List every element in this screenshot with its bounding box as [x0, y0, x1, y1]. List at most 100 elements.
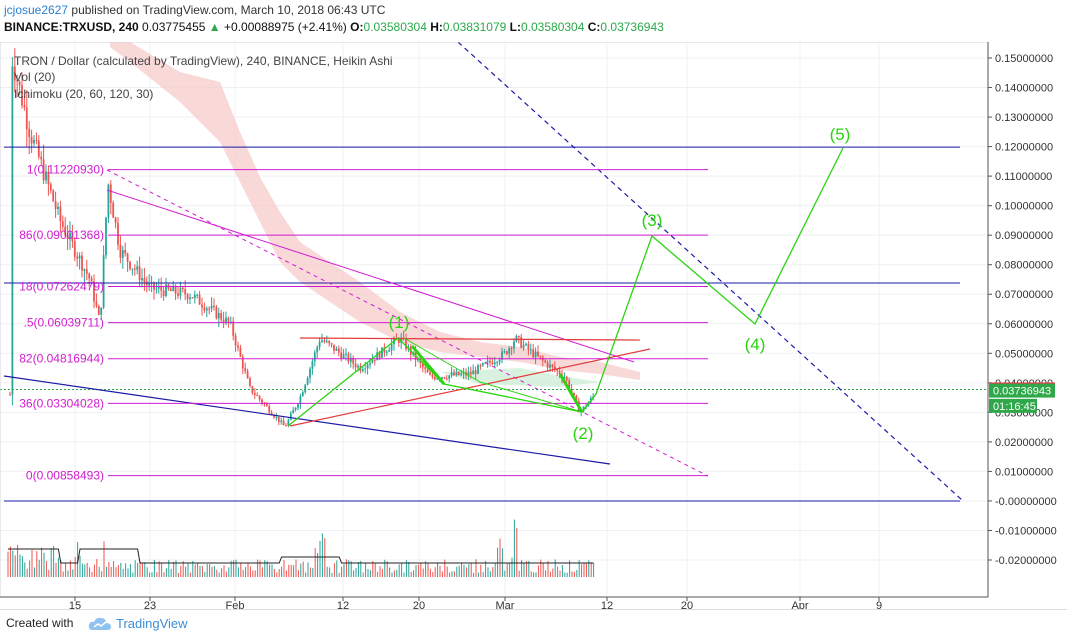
- candle-body: [282, 420, 285, 426]
- candle-body: [424, 367, 427, 369]
- candle-body: [385, 351, 388, 353]
- candle-body: [417, 359, 419, 361]
- candle-body: [112, 202, 115, 218]
- candle-body: [527, 343, 530, 350]
- cloud-logo-icon: [88, 617, 111, 630]
- candle-body: [85, 269, 88, 274]
- candle-body: [493, 362, 496, 365]
- candle-body: [357, 365, 359, 368]
- candle-body: [553, 366, 556, 370]
- candle-body: [277, 416, 280, 422]
- x-tick-label: 12: [601, 600, 613, 609]
- high-value: 0.03831079: [442, 20, 507, 34]
- candle-body: [491, 362, 494, 365]
- tradingview-brand: TradingView: [116, 616, 188, 632]
- candle-body: [225, 317, 227, 323]
- price-axis-badge-text: 0.03736943: [993, 386, 1051, 398]
- candle-body: [133, 268, 136, 270]
- candle-body: [23, 105, 26, 108]
- high-label: H:: [430, 20, 443, 34]
- y-tick-label: 0.11000000: [995, 171, 1052, 183]
- price-chart[interactable]: 1(0.11220930) 86(0.09001368) 18(0.07262479…: [0, 41, 1067, 612]
- candle-body: [285, 425, 287, 427]
- candle-body: [426, 368, 429, 373]
- lower-trendline-blue: [3, 375, 611, 465]
- volume-indicator-label: Vol (20): [14, 70, 55, 84]
- tradingview-logo[interactable]: TradingView: [88, 615, 188, 631]
- chart-svg[interactable]: 1(0.11220930) 86(0.09001368) 18(0.07262479…: [0, 41, 1067, 612]
- y-tick-label: 0.02000000: [995, 437, 1053, 449]
- candle-body: [325, 340, 328, 342]
- candle-body: [208, 308, 211, 310]
- candle-body: [498, 359, 501, 363]
- candle-body: [522, 344, 525, 348]
- candle-body: [234, 335, 237, 346]
- candle-body: [210, 305, 213, 309]
- candle-body: [136, 266, 139, 270]
- x-tick-label: 9: [876, 600, 882, 609]
- wave-channel: [403, 337, 583, 413]
- candle-body: [213, 305, 215, 307]
- candle-body: [575, 395, 578, 402]
- fib-level-label: 0(0.00858493): [26, 469, 104, 483]
- open-value: 0.03580304: [363, 20, 427, 34]
- y-tick-label: 0.06000000: [995, 319, 1053, 331]
- up-arrow-icon: ▲: [208, 20, 221, 34]
- candle-body: [157, 286, 160, 289]
- candle-body: [381, 347, 383, 358]
- candle-body: [265, 404, 268, 407]
- candle-body: [369, 362, 371, 365]
- candle-body: [239, 347, 242, 357]
- candle-body: [90, 278, 93, 282]
- candle-body: [88, 273, 91, 279]
- author-link[interactable]: jcjosue2627: [4, 3, 69, 17]
- candle-body: [481, 363, 484, 366]
- candle-body: [297, 404, 299, 408]
- candle-body: [179, 287, 182, 296]
- candle-body: [172, 285, 175, 292]
- candle-body: [249, 378, 251, 387]
- candle-body: [558, 370, 561, 375]
- candle-body: [198, 294, 201, 305]
- candle-body: [222, 319, 225, 323]
- y-tick-label: -0.00000000: [995, 496, 1057, 508]
- candle-body: [376, 352, 379, 361]
- candle-body: [364, 368, 367, 370]
- candle-body: [460, 373, 463, 375]
- candle-body: [477, 365, 479, 374]
- candle-body: [66, 234, 69, 240]
- candle-body: [160, 286, 163, 291]
- candle-body: [534, 351, 537, 358]
- dashed-trendline-blue: [457, 41, 963, 501]
- candle-body: [131, 268, 134, 270]
- y-tick-label: 0.10000000: [995, 201, 1053, 213]
- candle-body: [323, 340, 326, 342]
- candle-body: [162, 290, 165, 297]
- candle-body: [97, 305, 100, 315]
- candle-body: [100, 307, 103, 315]
- upper-trendline-magenta: [106, 189, 635, 363]
- candle-body: [174, 285, 177, 294]
- candle-body: [105, 217, 107, 256]
- candle-body: [73, 241, 76, 257]
- candle-body: [508, 348, 511, 355]
- candle-body: [342, 354, 345, 359]
- candle-body: [220, 313, 223, 320]
- candle-body: [76, 256, 79, 259]
- candle-body: [563, 377, 566, 379]
- candle-body: [81, 255, 83, 271]
- ohlc-line: BINANCE:TRXUSD, 240 0.03775455 ▲ +0.0008…: [4, 20, 664, 34]
- candle-body: [513, 341, 515, 349]
- candle-body: [556, 369, 559, 371]
- x-tick-label: 20: [413, 600, 425, 609]
- candle-body: [306, 378, 309, 385]
- candle-body: [102, 255, 105, 308]
- change-value: +0.00088975 (+2.41%): [224, 20, 347, 34]
- y-tick-label: 0.09000000: [995, 230, 1053, 242]
- candle-body: [261, 399, 263, 404]
- candle-body: [486, 360, 489, 363]
- candle-body: [537, 351, 539, 357]
- elliott-wave-path: [287, 147, 844, 427]
- candle-body: [431, 374, 434, 377]
- price-axis-badge: [989, 383, 1055, 398]
